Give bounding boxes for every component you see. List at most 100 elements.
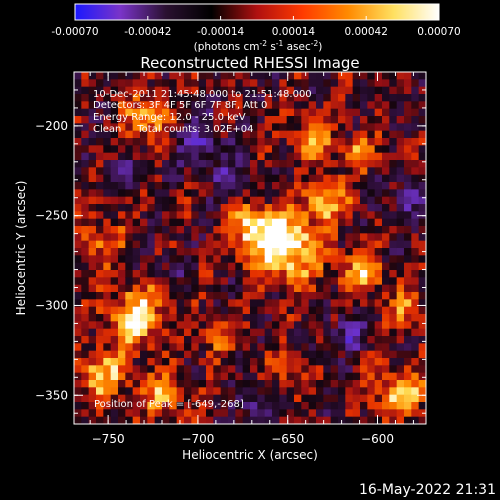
heatmap-cell	[213, 284, 222, 293]
heatmap-cell	[404, 270, 412, 278]
heatmap-cell	[382, 108, 390, 117]
heatmap-cell	[110, 277, 119, 286]
y-axis: −200−250−300−350	[35, 89, 426, 414]
heatmap-cell	[220, 218, 229, 227]
heatmap-cell	[110, 321, 119, 330]
heatmap-cell	[272, 94, 280, 102]
heatmap-cell	[404, 160, 412, 168]
heatmap-cell	[140, 189, 148, 198]
heatmap-cell	[367, 416, 376, 424]
heatmap-cell	[338, 255, 346, 264]
heatmap-cell	[374, 328, 383, 337]
heatmap-cell	[272, 394, 280, 403]
heatmap-cell	[162, 138, 170, 146]
y-tick-label: −350	[35, 388, 68, 402]
heatmap-cell	[382, 394, 390, 403]
heatmap-cell	[411, 123, 420, 132]
heatmap-cell	[294, 145, 302, 154]
heatmap-cell	[389, 409, 398, 418]
heatmap-cell	[162, 284, 170, 293]
heatmap-cell	[389, 255, 398, 264]
heatmap-cell	[250, 145, 258, 154]
heatmap-cell	[316, 72, 324, 80]
heatmap-cell	[176, 328, 185, 337]
heatmap-cell	[316, 211, 324, 220]
heatmap-cell	[235, 387, 244, 396]
heatmap-cell	[206, 262, 214, 271]
heatmap-cell	[176, 182, 185, 190]
heatmap-cell	[206, 343, 214, 352]
heatmap-cell	[110, 292, 119, 300]
heatmap-cell	[352, 123, 361, 132]
heatmap-cell	[74, 255, 82, 264]
heatmap-cell	[242, 94, 251, 102]
heatmap-cell	[382, 416, 390, 424]
heatmap-cell	[301, 196, 310, 205]
heatmap-cell	[316, 387, 324, 396]
heatmap-cell	[360, 343, 368, 352]
heatmap-cell	[404, 116, 412, 124]
heatmap-cell	[154, 72, 163, 80]
heatmap-cell	[81, 314, 90, 322]
heatmap-cell	[338, 211, 346, 220]
heatmap-cell	[147, 314, 156, 322]
heatmap-cell	[382, 226, 390, 234]
heatmap-cell	[367, 314, 376, 322]
heatmap-cell	[294, 94, 302, 102]
heatmap-cell	[206, 94, 214, 102]
heatmap-cell	[330, 416, 339, 424]
heatmap-cell	[206, 204, 214, 212]
heatmap-cell	[374, 394, 383, 403]
heatmap-cell	[250, 167, 258, 176]
heatmap-cell	[191, 218, 200, 227]
heatmap-cell	[338, 277, 346, 286]
heatmap-cell	[169, 167, 178, 176]
heatmap-cell	[345, 358, 354, 366]
colorbar-frame	[74, 3, 440, 21]
heatmap-cell	[213, 343, 222, 352]
heatmap-cell	[257, 306, 266, 315]
heatmap-cell	[198, 270, 207, 278]
heatmap-cell	[286, 358, 295, 366]
heatmap-cell	[96, 248, 104, 256]
heatmap-cell	[345, 233, 354, 242]
heatmap-cell	[330, 72, 339, 80]
heatmap-cell	[176, 321, 185, 330]
heatmap-cell	[81, 321, 90, 330]
heatmap-cell	[316, 270, 324, 278]
heatmap-cell	[154, 182, 163, 190]
heatmap-cell	[184, 321, 192, 330]
heatmap-cell	[103, 409, 112, 418]
heatmap-cell	[228, 336, 236, 344]
heatmap-cell	[103, 108, 112, 117]
heatmap-cell	[110, 116, 119, 124]
heatmap-cell	[220, 108, 229, 117]
heatmap-cell	[316, 174, 324, 183]
heatmap-cell	[81, 292, 90, 300]
heatmap-cell	[279, 94, 288, 102]
heatmap-cell	[272, 358, 280, 366]
heatmap-cell	[404, 321, 412, 330]
heatmap-cell	[301, 277, 310, 286]
heatmap-cell	[118, 182, 126, 190]
heatmap-cell	[184, 145, 192, 154]
heatmap-cell	[96, 409, 104, 418]
heatmap-cell	[220, 79, 229, 88]
heatmap-cell	[154, 380, 163, 388]
heatmap-cell	[176, 255, 185, 264]
heatmap-cell	[147, 321, 156, 330]
heatmap-cell	[389, 108, 398, 117]
heatmap-cell	[367, 189, 376, 198]
heatmap-cell	[411, 328, 420, 337]
heatmap-cell	[176, 138, 185, 146]
heatmap-cell	[323, 321, 332, 330]
heatmap-cell	[330, 196, 339, 205]
heatmap-cell	[132, 204, 141, 212]
heatmap-cell	[323, 94, 332, 102]
heatmap-cell	[140, 204, 148, 212]
heatmap-cell	[184, 233, 192, 242]
heatmap-cell	[228, 72, 236, 80]
heatmap-cell	[206, 86, 214, 95]
heatmap-cell	[154, 130, 163, 139]
heatmap-cell	[198, 145, 207, 154]
